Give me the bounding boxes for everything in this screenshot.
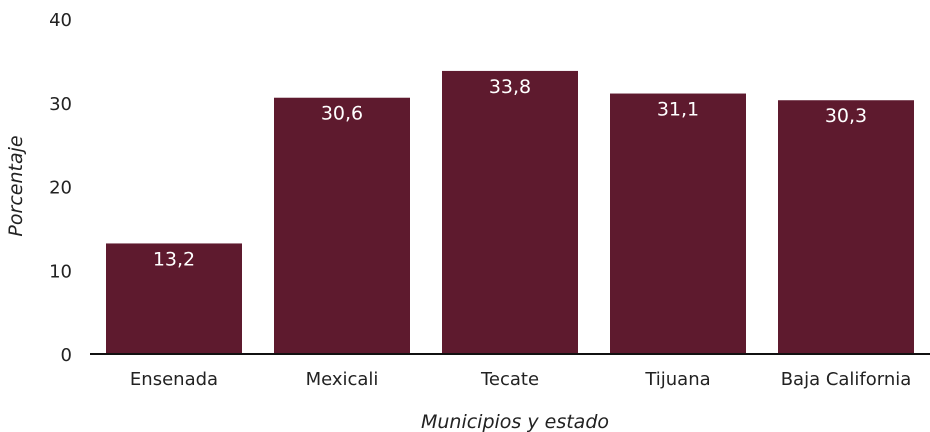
- y-axis-title: Porcentaje: [5, 135, 27, 236]
- x-category-label: Mexicali: [306, 369, 379, 390]
- y-tick-label: 20: [49, 178, 72, 199]
- bar-value-label: 30,3: [825, 105, 867, 127]
- x-category-label: Ensenada: [130, 369, 218, 390]
- x-category-label: Tecate: [480, 369, 539, 390]
- bar: [442, 70, 578, 355]
- x-category-label: Tijuana: [644, 369, 710, 390]
- y-tick-label: 40: [49, 10, 72, 31]
- x-category-label: Baja California: [781, 369, 912, 390]
- y-tick-label: 0: [61, 345, 72, 366]
- bar: [274, 97, 410, 354]
- bar-value-label: 31,1: [657, 99, 699, 121]
- data-labels: 13,2 30,6 33,8 31,1 30,3: [153, 76, 867, 271]
- bar: [778, 100, 914, 354]
- y-tick-label: 30: [49, 94, 72, 115]
- bars: [106, 70, 914, 355]
- y-axis-ticks: 0 10 20 30 40: [49, 10, 72, 366]
- bar-value-label: 30,6: [321, 103, 363, 125]
- bar: [106, 243, 242, 354]
- x-axis-title: Municipios y estado: [421, 411, 609, 432]
- bar: [610, 93, 746, 354]
- bar-value-label: 13,2: [153, 248, 195, 270]
- y-tick-label: 10: [49, 261, 72, 282]
- x-axis-categories: Ensenada Mexicali Tecate Tijuana Baja Califo…: [130, 369, 911, 390]
- bar-value-label: 33,8: [489, 76, 531, 98]
